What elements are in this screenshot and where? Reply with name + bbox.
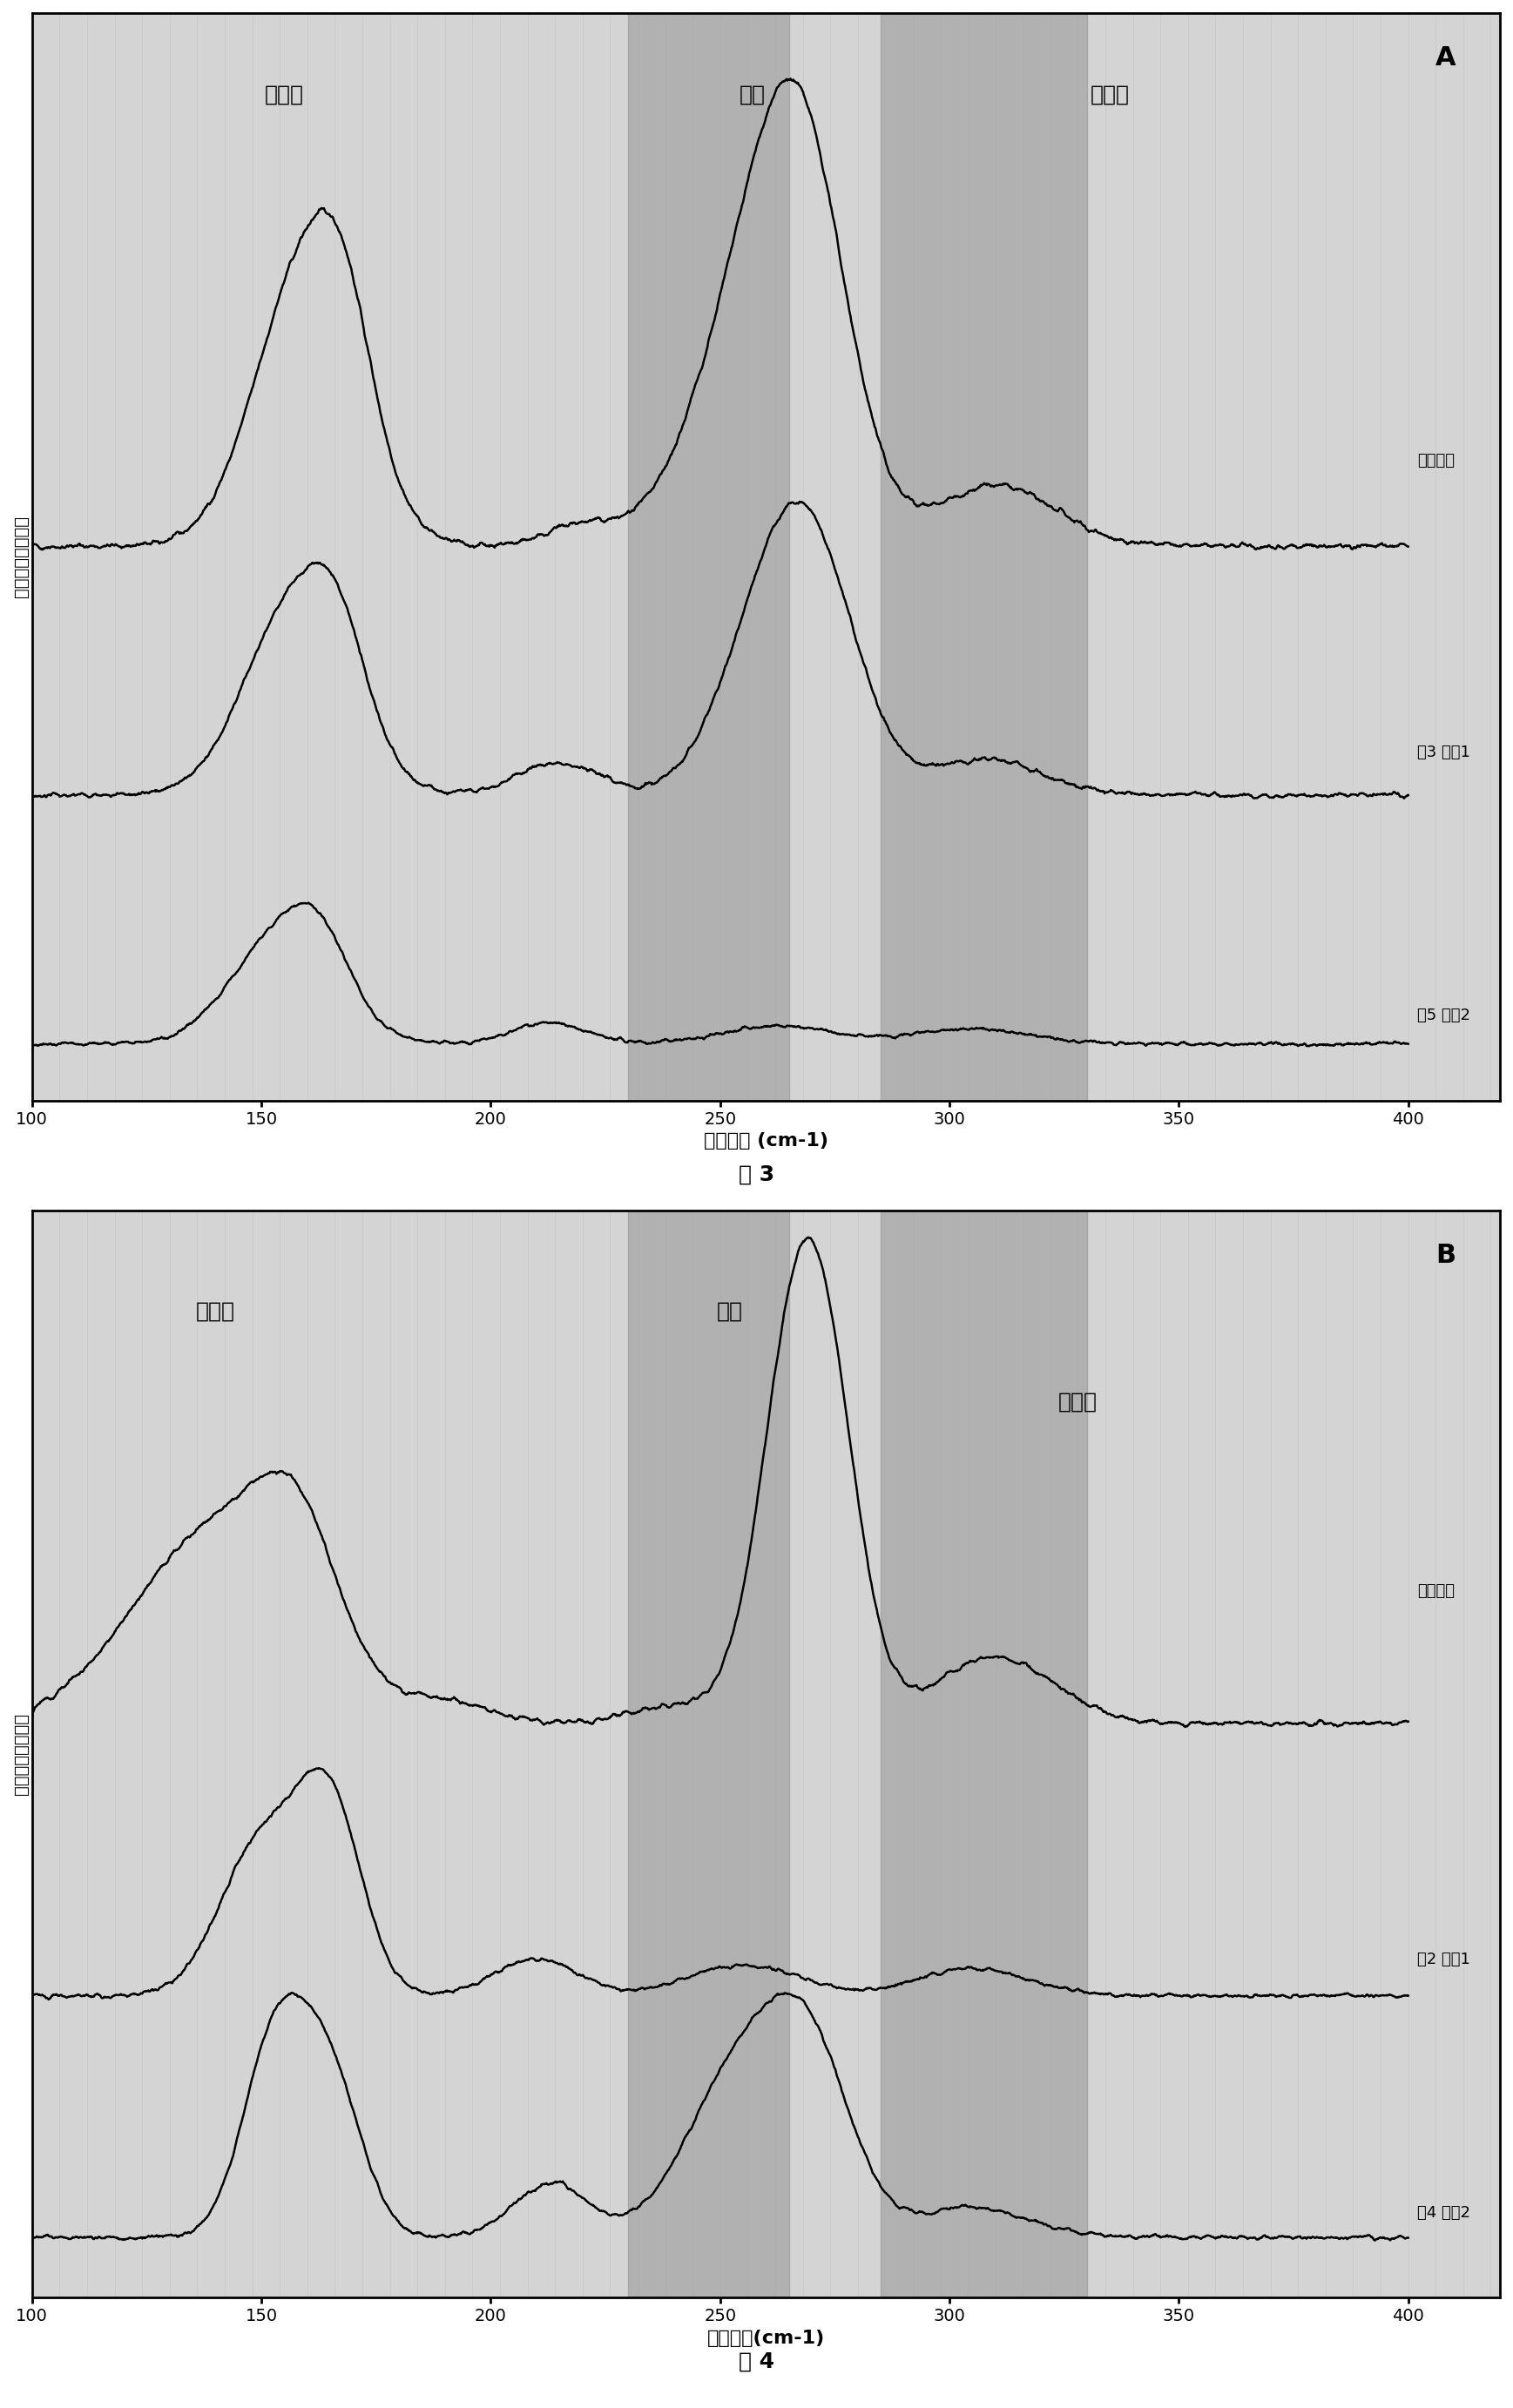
Text: 半导体: 半导体 [265,84,304,106]
Y-axis label: 强度（任意单位）: 强度（任意单位） [14,515,30,597]
Text: 例2 样品1: 例2 样品1 [1418,1950,1471,1967]
Text: 半导体: 半导体 [195,1300,235,1322]
Text: A: A [1436,46,1456,70]
Text: 半导体: 半导体 [1091,84,1130,106]
Text: 图 4: 图 4 [738,2350,775,2372]
X-axis label: 拉曼位移 (cm-1): 拉曼位移 (cm-1) [704,1132,828,1149]
Text: 半导体: 半导体 [1058,1392,1097,1413]
Bar [628,1211,788,2297]
Y-axis label: 强度（任意单位）: 强度（任意单位） [14,1712,30,1794]
Text: 金属: 金属 [716,1300,743,1322]
Text: 金属: 金属 [740,84,766,106]
Bar [881,12,1086,1100]
Text: 纯化后的: 纯化后的 [1418,1582,1456,1599]
Text: 例5 样品2: 例5 样品2 [1418,1007,1471,1023]
Text: 纯化后的: 纯化后的 [1418,453,1456,470]
Text: B: B [1436,1243,1456,1269]
Text: 例3 样品1: 例3 样品1 [1418,744,1471,761]
Text: 例4 样品2: 例4 样品2 [1418,2206,1471,2220]
Text: 图 3: 图 3 [738,1163,775,1185]
Bar [628,12,788,1100]
Bar [881,1211,1086,2297]
X-axis label: 拉曼位移(cm-1): 拉曼位移(cm-1) [707,2329,825,2348]
